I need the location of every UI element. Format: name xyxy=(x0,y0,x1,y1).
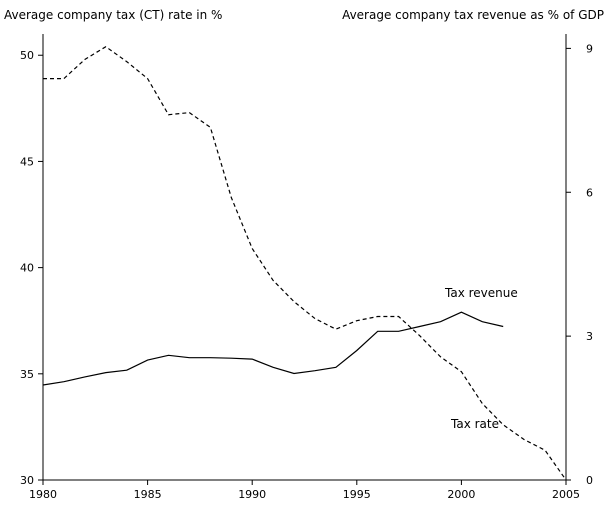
tax-revenue-line xyxy=(42,311,504,386)
left-tick-label: 50 xyxy=(20,49,34,62)
right-tick-label: 0 xyxy=(586,474,593,487)
axes xyxy=(42,34,567,481)
x-tick-label: 1980 xyxy=(29,488,57,501)
left-tick-label: 35 xyxy=(20,368,34,381)
right-axis-title: Average company tax revenue as % of GDP xyxy=(342,8,604,22)
right-tick-label: 6 xyxy=(586,186,593,199)
tax-revenue-annotation: Tax revenue xyxy=(444,286,518,300)
left-tick-label: 30 xyxy=(20,474,34,487)
x-tick-label: 1995 xyxy=(343,488,371,501)
x-tick-label: 1990 xyxy=(238,488,266,501)
left-tick-label: 45 xyxy=(20,155,34,168)
series-lines xyxy=(42,45,567,481)
ticks: 1980 1985 1990 1995 2000 2005 30 35 40 45 50 0 3 6 9 xyxy=(20,42,593,501)
tax-rate-line xyxy=(43,45,567,481)
left-tick-label: 40 xyxy=(20,262,34,275)
tax-rate-annotation: Tax rate xyxy=(450,417,499,431)
x-tick-label: 1985 xyxy=(134,488,162,501)
x-tick-label: 2005 xyxy=(552,488,580,501)
left-axis-title: Average company tax (CT) rate in % xyxy=(4,8,222,22)
x-tick-label: 2000 xyxy=(447,488,475,501)
right-tick-label: 3 xyxy=(586,330,593,343)
right-tick-label: 9 xyxy=(586,42,593,55)
axis-frame xyxy=(42,34,567,481)
